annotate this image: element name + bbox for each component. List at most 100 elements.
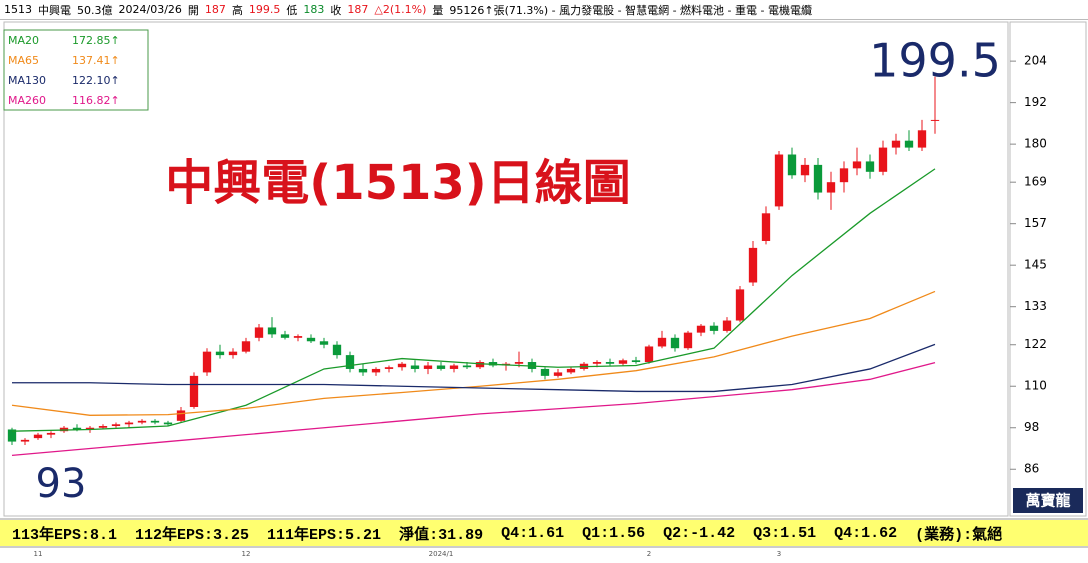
legend-name: MA130 xyxy=(8,74,46,87)
header: 1513 中興電 50.3億 2024/03/26 開 187 高 199.5 低 183 收 187… xyxy=(0,0,1088,20)
candle-body xyxy=(371,368,381,373)
candle-body xyxy=(696,325,706,333)
candle-body xyxy=(267,327,277,335)
candle-body xyxy=(735,289,745,321)
candle-body xyxy=(72,427,82,430)
legend-name: MA260 xyxy=(8,94,46,107)
candle-body xyxy=(215,351,225,356)
ma-line xyxy=(12,343,936,393)
y-tick-label: 86 xyxy=(1024,462,1039,476)
header-item: 187 xyxy=(347,3,369,16)
header-item: 低 xyxy=(286,3,298,17)
candle-body xyxy=(787,154,797,176)
candle-body xyxy=(904,140,914,148)
candle-body xyxy=(423,365,433,369)
y-tick-label: 110 xyxy=(1024,379,1047,393)
legend-name: MA20 xyxy=(8,34,39,47)
candle-body xyxy=(917,130,927,148)
header-item: 收 xyxy=(330,3,342,17)
legend-value: 137.41↑ xyxy=(72,54,120,67)
candle-body xyxy=(293,336,303,338)
candle-body xyxy=(163,422,173,425)
footer-item: (業務):氣絕 xyxy=(915,526,1003,544)
x-tick-label: 12 xyxy=(242,550,251,558)
legend-value: 172.85↑ xyxy=(72,34,120,47)
candle-body xyxy=(839,168,849,183)
candle-body xyxy=(137,420,147,423)
footer: 113年EPS:8.1 112年EPS:3.25 111年EPS:5.21 淨值:31… xyxy=(0,518,1088,548)
header-item: 中興電 xyxy=(38,3,71,17)
candle-body xyxy=(644,346,654,363)
badge-box xyxy=(1013,488,1083,513)
header-item: △2(1.1%) xyxy=(374,3,427,16)
header-item: 50.3億 xyxy=(77,3,113,17)
legend-value: 116.82↑ xyxy=(72,94,120,107)
candle-body xyxy=(254,327,264,338)
y-tick-label: 157 xyxy=(1024,216,1047,230)
candle-body xyxy=(605,362,615,364)
candle-body xyxy=(553,372,563,376)
candle-body xyxy=(46,432,56,435)
candle-body xyxy=(85,427,95,430)
candle-body xyxy=(384,367,394,369)
ma-line xyxy=(11,290,936,416)
x-tick-label: 2024/1 xyxy=(429,550,454,558)
footer-item: Q4:1.62 xyxy=(834,524,898,542)
y-tick-label: 122 xyxy=(1024,337,1047,351)
x-tick-label: 11 xyxy=(34,550,43,558)
x-tick-label: 3 xyxy=(777,550,781,558)
y-tick-label: 204 xyxy=(1024,54,1047,68)
candle-body xyxy=(540,368,550,376)
candle-body xyxy=(722,320,732,331)
candle-body xyxy=(475,362,485,368)
candle-body xyxy=(306,337,316,342)
candle-body xyxy=(826,182,836,193)
y-tick-label: 192 xyxy=(1024,95,1047,109)
high-annotation: 199.5 xyxy=(869,34,1001,88)
candle-body xyxy=(98,426,108,428)
candle-body xyxy=(657,337,667,347)
header-item: 95126↑張(71.3%) - 風力發電股 - 智慧電網 - 燃料電池 - 重… xyxy=(449,3,812,17)
candle-body xyxy=(241,341,251,352)
badge: 萬寶龍 xyxy=(1025,492,1070,510)
candle-body xyxy=(800,164,810,176)
y-tick-label: 98 xyxy=(1024,420,1039,434)
header-item: 1513 xyxy=(4,3,32,16)
footer-item: 淨值:31.89 xyxy=(399,526,484,544)
candle-body xyxy=(852,161,862,169)
candle-body xyxy=(631,360,641,363)
footer-item: Q1:1.56 xyxy=(582,524,646,542)
candle-body xyxy=(33,434,43,439)
footer-item: Q3:1.51 xyxy=(753,524,817,542)
legend-value: 122.10↑ xyxy=(72,74,120,87)
candle-body xyxy=(7,429,17,442)
candle-body xyxy=(202,351,212,373)
ma-line xyxy=(11,168,936,432)
candle-body xyxy=(670,337,680,349)
header-item: 開 xyxy=(187,3,199,17)
chart-title: 中興電(1513)日線圖 xyxy=(165,155,630,211)
y-tick-label: 133 xyxy=(1024,299,1047,313)
candle-body xyxy=(332,344,342,356)
candle-body xyxy=(449,365,459,369)
x-tick-label: 2 xyxy=(647,550,651,558)
candle-body xyxy=(930,119,940,121)
footer-item: 113年EPS:8.1 xyxy=(12,526,118,544)
candle-body xyxy=(878,147,888,172)
candle-body xyxy=(592,362,602,364)
candle-body xyxy=(709,325,719,331)
y-tick-label: 169 xyxy=(1024,175,1047,189)
candle-body xyxy=(150,420,160,423)
candle-body xyxy=(358,368,368,373)
axis-panel xyxy=(1009,21,1087,517)
candle-body xyxy=(462,365,472,368)
candle-body xyxy=(189,375,199,407)
y-tick-label: 145 xyxy=(1024,258,1047,272)
candle-body xyxy=(748,247,758,283)
candle-body xyxy=(813,164,823,193)
candle-body xyxy=(891,140,901,148)
candle-body xyxy=(761,213,771,241)
low-annotation: 93 xyxy=(36,461,87,507)
y-tick-label: 180 xyxy=(1024,137,1047,151)
